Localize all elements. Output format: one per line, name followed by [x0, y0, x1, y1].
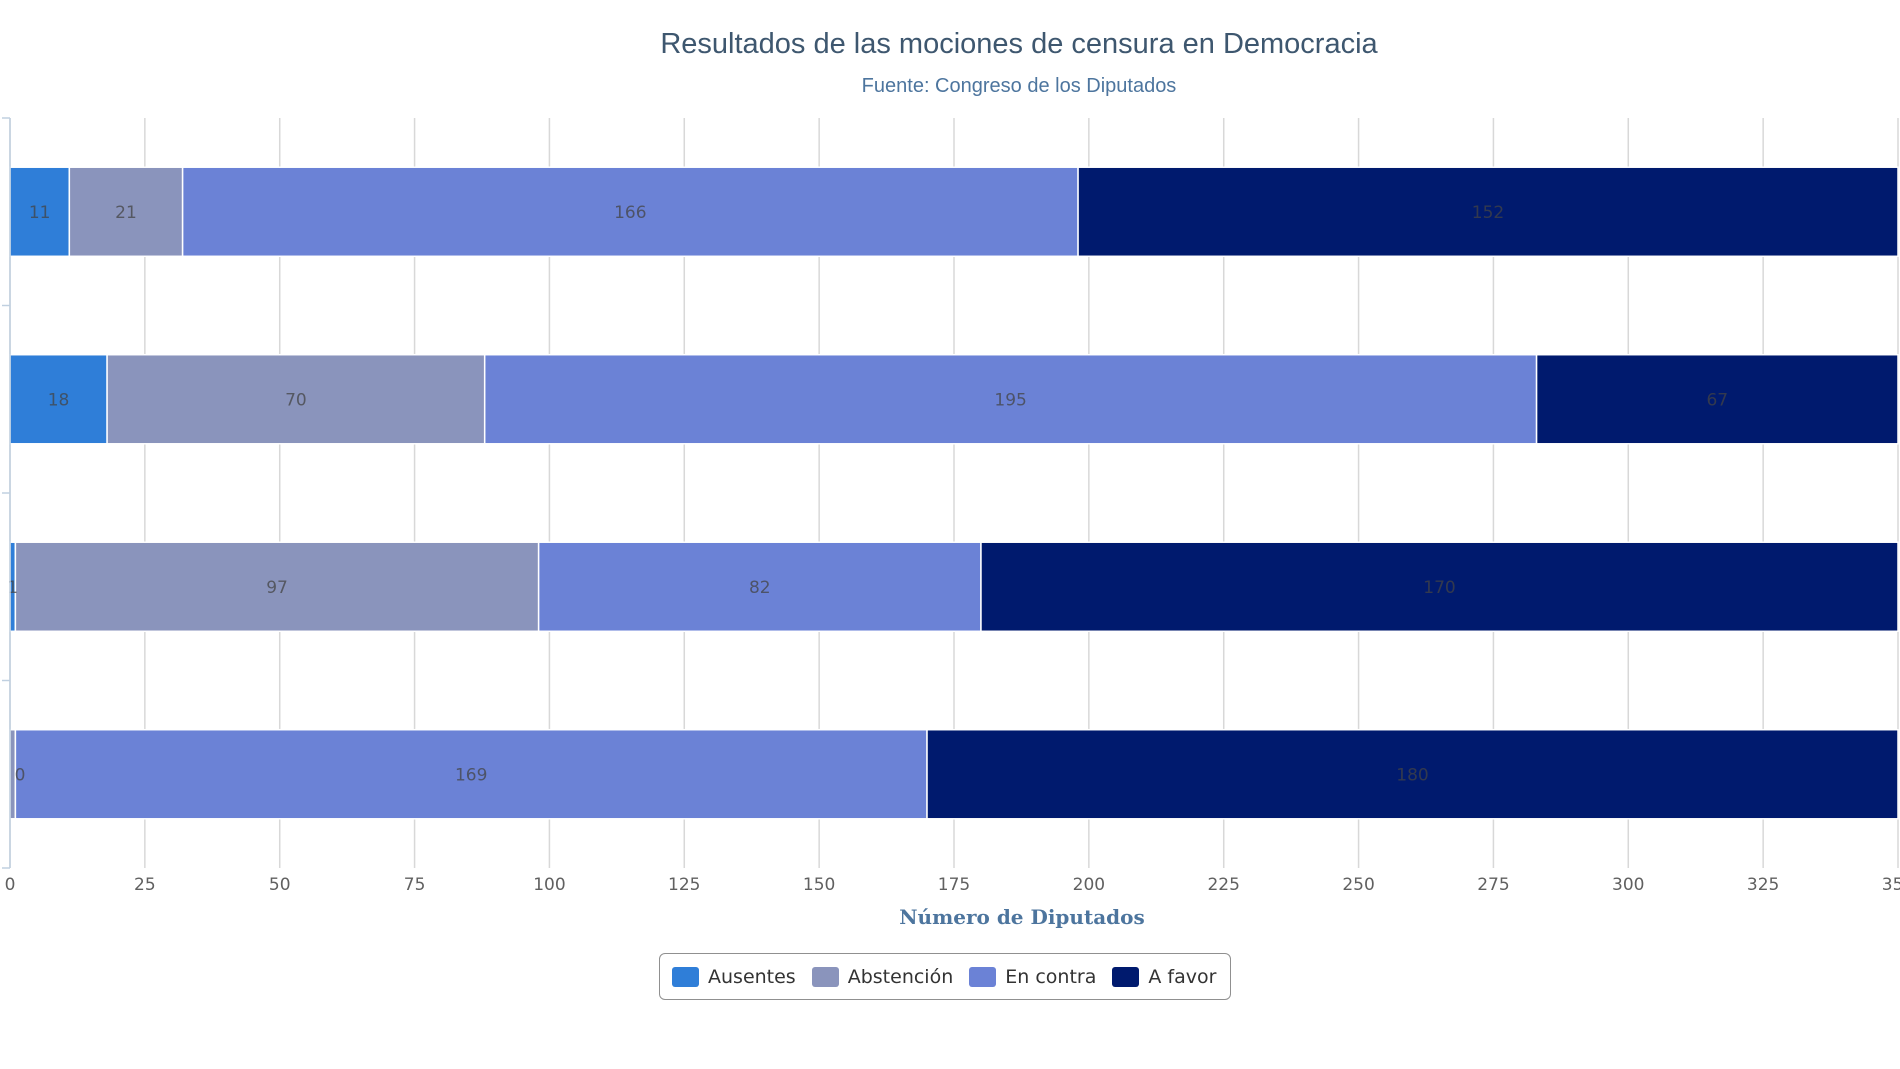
data-label: 82	[749, 578, 771, 598]
legend-swatch	[969, 966, 997, 987]
bar-segment[interactable]	[181, 166, 1079, 258]
data-label: 180	[1396, 765, 1428, 785]
data-label: 166	[614, 203, 646, 223]
bar-segment[interactable]	[483, 353, 1538, 445]
bar-segment[interactable]	[14, 541, 540, 633]
bar-segment[interactable]	[68, 166, 184, 258]
data-labels-layer: 11 21 166 152 18 70 195 67 1 97 82 170 0 169 180	[7, 203, 1728, 786]
chart-subtitle: Fuente: Congreso de los Diputados	[861, 75, 1177, 97]
x-tick-label: 200	[1073, 875, 1105, 895]
legend-label: En contra	[1005, 965, 1097, 988]
x-tick-label: 225	[1207, 875, 1239, 895]
data-label: 169	[455, 765, 487, 785]
data-label: 152	[1472, 203, 1504, 223]
data-label: 70	[285, 390, 307, 410]
x-tick-label: 25	[134, 875, 156, 895]
x-tick-label: 250	[1342, 875, 1374, 895]
bar-segment[interactable]	[980, 541, 1899, 633]
data-label: 67	[1706, 390, 1728, 410]
chart-title: Resultados de las mociones de censura en…	[660, 28, 1378, 60]
data-label: 18	[48, 390, 70, 410]
legend-swatch	[1112, 966, 1140, 987]
x-tick-label: 300	[1612, 875, 1644, 895]
x-tick-label: 175	[938, 875, 970, 895]
bar-segment[interactable]	[14, 728, 928, 820]
x-tick-label: 325	[1747, 875, 1779, 895]
legend-label: Ausentes	[708, 965, 796, 988]
x-tick-label: 50	[269, 875, 291, 895]
data-label: 97	[266, 578, 288, 598]
data-label: 195	[994, 390, 1026, 410]
legend-item[interactable]: A favor	[1112, 966, 1216, 988]
legend-swatch	[672, 966, 699, 987]
legend-label: Abstención	[847, 965, 954, 988]
data-label: 0	[15, 765, 26, 785]
x-tick-label: 100	[533, 875, 565, 895]
legend-item[interactable]: En contra	[969, 966, 1096, 988]
bar-segment[interactable]	[537, 541, 982, 633]
x-tick-label: 125	[668, 875, 700, 895]
data-label: 21	[115, 203, 137, 223]
bars-layer	[9, 166, 1899, 820]
x-axis-title: Número de Diputados	[899, 905, 1144, 929]
bar-segment[interactable]	[1535, 353, 1899, 445]
legend-swatch	[811, 966, 839, 987]
x-tick-label: 0	[5, 875, 16, 895]
legend-item[interactable]: Abstención	[811, 965, 954, 988]
data-label: 170	[1423, 578, 1455, 598]
data-label: 1	[7, 578, 18, 598]
legend-label: A favor	[1148, 965, 1217, 988]
legend-item[interactable]: Ausentes	[672, 966, 796, 988]
x-axis: 0 25 50 75 100 125 150 175 200 225 250 275 300 325 350	[2, 117, 1900, 895]
bar-segment[interactable]	[1077, 166, 1899, 258]
legend: Ausentes Abstención En contra A favor	[659, 953, 1232, 1000]
x-tick-label: 75	[404, 875, 426, 895]
x-tick-label: 350	[1882, 875, 1900, 895]
bar-segment[interactable]	[926, 728, 1899, 820]
x-tick-label: 150	[803, 875, 835, 895]
x-tick-label: 275	[1477, 875, 1509, 895]
data-label: 11	[29, 203, 51, 223]
bar-segment[interactable]	[9, 353, 108, 445]
